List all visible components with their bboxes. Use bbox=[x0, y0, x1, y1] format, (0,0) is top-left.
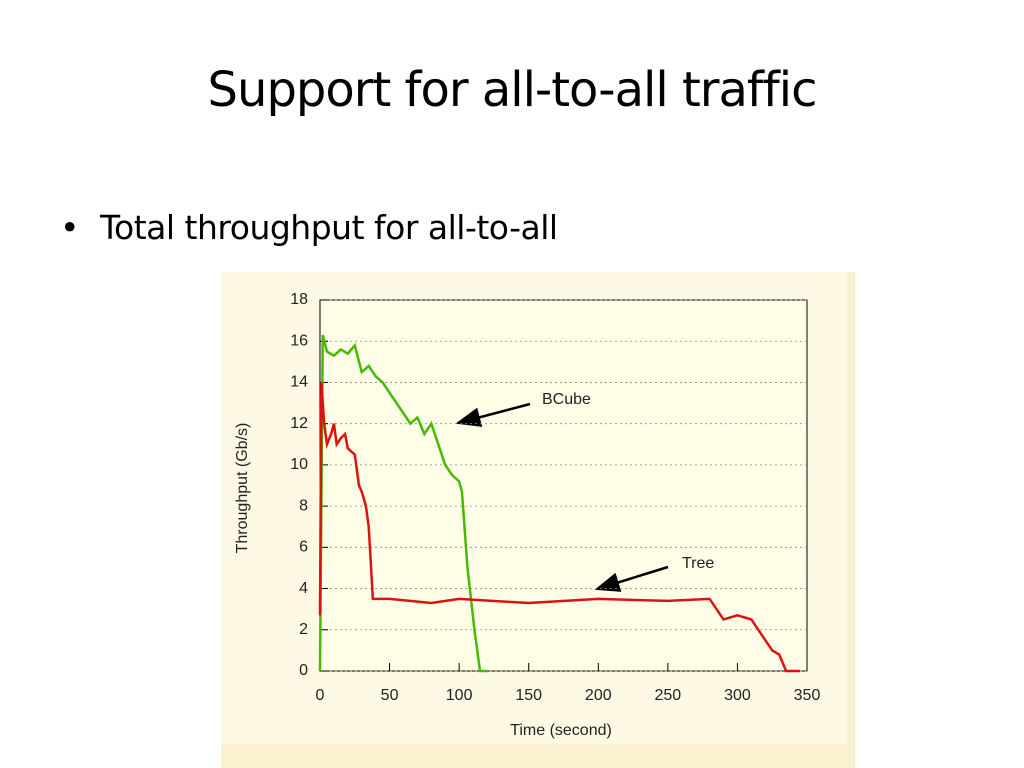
y-tick-label: 2 bbox=[299, 621, 308, 638]
slide-title: Support for all-to-all traffic bbox=[207, 62, 818, 118]
annotation-arrow bbox=[594, 565, 669, 592]
y-tick-label: 8 bbox=[299, 497, 308, 514]
x-tick-label: 350 bbox=[794, 687, 821, 704]
x-tick-label: 0 bbox=[316, 687, 325, 704]
y-tick-label: 0 bbox=[299, 662, 308, 679]
y-tick-label: 14 bbox=[290, 374, 308, 391]
y-tick-label: 16 bbox=[290, 332, 308, 349]
y-tick-label: 12 bbox=[290, 415, 308, 432]
y-tick-label: 6 bbox=[299, 539, 308, 556]
y-tick-label: 10 bbox=[290, 456, 308, 473]
x-tick-label: 200 bbox=[585, 687, 612, 704]
x-tick-label: 50 bbox=[381, 687, 399, 704]
series-annotation: Tree bbox=[682, 555, 714, 572]
series-annotation: BCube bbox=[542, 391, 591, 408]
plot-area bbox=[319, 299, 808, 672]
y-tick-label: 18 bbox=[290, 291, 308, 308]
bullet-text: Total throughput for all-to-all bbox=[100, 208, 558, 247]
x-tick-label: 150 bbox=[515, 687, 542, 704]
x-axis-label: Time (second) bbox=[510, 722, 612, 739]
x-tick-label: 250 bbox=[655, 687, 682, 704]
x-tick-label: 100 bbox=[446, 687, 473, 704]
annotation-arrow bbox=[455, 402, 531, 427]
y-tick-label: 4 bbox=[299, 580, 308, 597]
data-line bbox=[318, 334, 487, 673]
x-tick-label: 300 bbox=[724, 687, 751, 704]
data-line bbox=[318, 382, 801, 673]
bullet: • Total throughput for all-to-all bbox=[60, 208, 558, 247]
y-axis-label: Throughput (Gb/s) bbox=[234, 423, 251, 554]
